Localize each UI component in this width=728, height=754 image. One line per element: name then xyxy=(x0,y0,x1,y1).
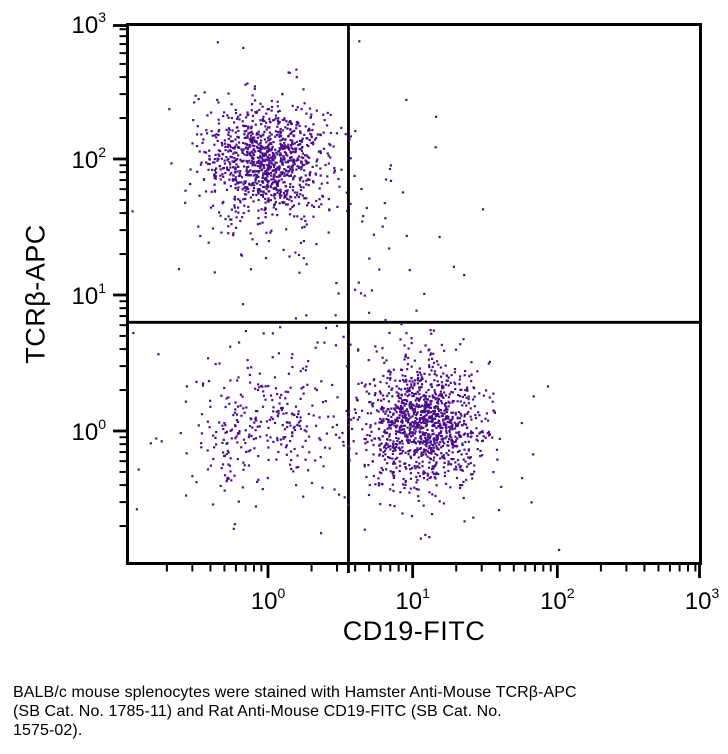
y-tick-label-10e3: 103 xyxy=(71,9,107,39)
x-tick-label-10e3: 103 xyxy=(684,585,720,615)
x-axis-label: CD19-FITC xyxy=(342,616,486,646)
caption-line: BALB/c mouse splenocytes were stained wi… xyxy=(13,684,577,701)
y-tick-label-10e0: 100 xyxy=(71,416,107,446)
caption-line: 1575-02). xyxy=(13,722,83,739)
scatter-plot-canvas xyxy=(113,23,702,578)
caption-line: (SB Cat. No. 1785-11) and Rat Anti-Mouse… xyxy=(13,703,502,720)
y-axis-label: TCRβ-APC xyxy=(20,224,51,364)
x-tick-label-10e1: 101 xyxy=(395,585,430,615)
y-tick-label-10e2: 102 xyxy=(71,144,107,174)
y-tick-label-10e1: 101 xyxy=(71,280,107,310)
x-tick-label-10e2: 102 xyxy=(540,585,575,615)
figure-caption: BALB/c mouse splenocytes were stained wi… xyxy=(13,683,577,740)
x-tick-label-10e0: 100 xyxy=(250,585,286,615)
